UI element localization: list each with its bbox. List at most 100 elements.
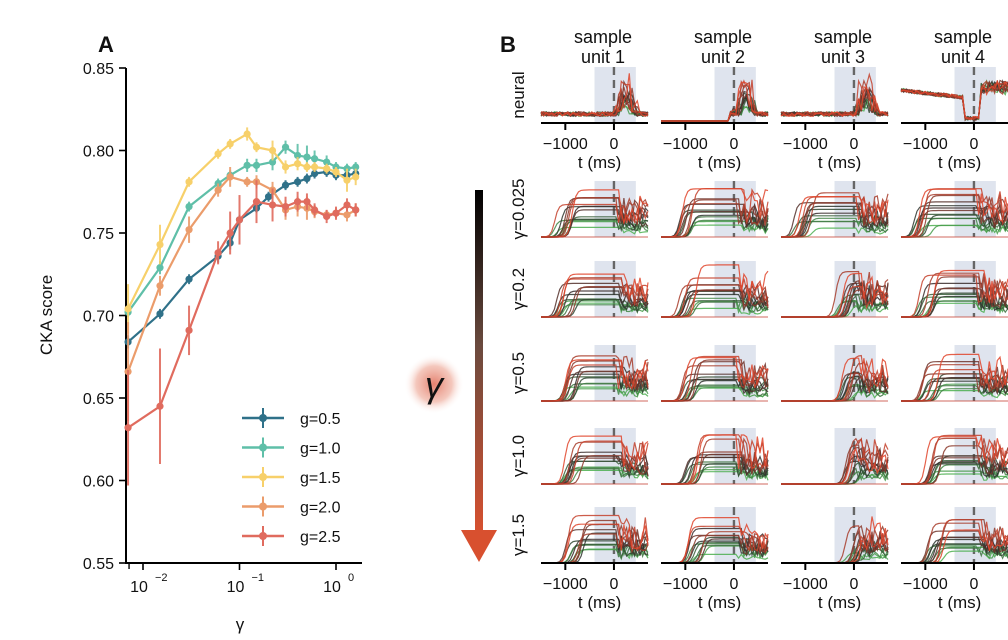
trace-cell bbox=[901, 428, 1008, 485]
data-point bbox=[323, 165, 331, 173]
x-axis-label: γ bbox=[236, 615, 245, 634]
time-tick-label: 0 bbox=[850, 136, 859, 153]
panel-a: A CKA score γ 0.550.600.650.700.750.800.… bbox=[37, 32, 362, 634]
response-window-shade bbox=[594, 261, 636, 317]
trace-grid bbox=[540, 67, 1008, 564]
data-point bbox=[310, 163, 319, 171]
time-axis-label: t (ms) bbox=[938, 153, 981, 172]
series-g-1-5 bbox=[124, 127, 360, 334]
firing-rate-trace bbox=[780, 86, 889, 118]
legend-item: g=2.0 bbox=[242, 496, 341, 517]
data-point bbox=[214, 186, 222, 194]
firing-rate-trace bbox=[661, 81, 769, 122]
x-tick-label: 10 bbox=[227, 579, 245, 596]
trace-cell bbox=[661, 67, 769, 123]
firing-rate-trace bbox=[541, 359, 649, 402]
time-axis-label: t (ms) bbox=[578, 153, 621, 172]
column-title: unit 2 bbox=[701, 47, 745, 67]
firing-rate-trace bbox=[901, 373, 1008, 402]
data-point bbox=[352, 163, 360, 171]
time-tick-label: −1000 bbox=[663, 136, 708, 153]
gamma-arrow bbox=[461, 190, 497, 562]
trace-cell bbox=[541, 507, 649, 564]
row-label: γ=0.025 bbox=[509, 179, 528, 240]
legend-swatch-marker bbox=[259, 473, 267, 481]
trace-cell bbox=[661, 428, 769, 485]
trace-cell bbox=[661, 507, 769, 564]
trace-cell bbox=[541, 428, 649, 485]
time-axis-label: t (ms) bbox=[938, 593, 981, 612]
firing-rate-trace bbox=[901, 364, 1008, 402]
data-point bbox=[310, 206, 319, 214]
firing-rate-trace bbox=[901, 207, 1008, 238]
time-axis: −1000 0t (ms) bbox=[781, 562, 888, 612]
time-tick-label: 0 bbox=[970, 576, 979, 593]
gamma-arrow-head bbox=[461, 530, 497, 562]
legend-label: g=0.5 bbox=[300, 411, 341, 428]
firing-rate-trace bbox=[540, 219, 649, 238]
data-point bbox=[185, 326, 193, 334]
firing-rate-trace bbox=[541, 282, 649, 318]
y-tick-label: 0.80 bbox=[83, 144, 114, 161]
data-point bbox=[156, 310, 164, 318]
firing-rate-trace bbox=[781, 196, 889, 238]
data-point bbox=[252, 161, 261, 169]
series-g-1-0 bbox=[124, 140, 360, 318]
data-point bbox=[156, 264, 164, 272]
data-point bbox=[156, 240, 164, 249]
series-line bbox=[127, 132, 357, 310]
series-g-2-5 bbox=[124, 180, 360, 486]
time-tick-label: 0 bbox=[970, 136, 979, 153]
time-axes: −1000 0t (ms)−1000 0t (ms)−1000 0t (ms)−100… bbox=[541, 122, 1008, 612]
panel-label-a: A bbox=[98, 32, 114, 57]
trace-cell bbox=[901, 261, 1008, 318]
column-title: sample bbox=[574, 27, 632, 47]
legend-swatch-marker bbox=[259, 502, 267, 511]
data-point bbox=[281, 143, 290, 151]
time-tick-label: −1000 bbox=[783, 136, 828, 153]
trace-cell bbox=[781, 507, 889, 564]
data-point bbox=[235, 216, 244, 224]
trace-cell bbox=[661, 345, 769, 402]
firing-rate-trace bbox=[781, 215, 889, 238]
legend-label: g=2.0 bbox=[300, 500, 341, 517]
data-point bbox=[156, 282, 164, 290]
trace-cell bbox=[661, 181, 769, 238]
trace-cell bbox=[540, 181, 649, 238]
data-point bbox=[214, 150, 222, 158]
data-point bbox=[124, 305, 132, 313]
data-point bbox=[281, 163, 290, 171]
data-point bbox=[303, 163, 311, 171]
data-point bbox=[303, 198, 311, 206]
time-axis: −1000 0t (ms) bbox=[541, 122, 648, 172]
y-axis-label: CKA score bbox=[37, 275, 56, 355]
data-point bbox=[352, 173, 360, 181]
firing-rate-trace bbox=[900, 82, 1008, 122]
legend-swatch-marker bbox=[259, 443, 267, 452]
firing-rate-trace bbox=[541, 273, 649, 318]
time-axis-label: t (ms) bbox=[578, 593, 621, 612]
legend-swatch-marker bbox=[259, 414, 267, 422]
data-point bbox=[185, 226, 193, 234]
time-axis: −1000 0t (ms) bbox=[781, 122, 888, 172]
time-tick-label: 0 bbox=[730, 136, 739, 153]
legend-item: g=2.5 bbox=[242, 526, 341, 546]
data-point bbox=[214, 249, 222, 257]
trace-cell bbox=[781, 261, 889, 318]
firing-rate-trace bbox=[900, 79, 1008, 121]
firing-rate-trace bbox=[541, 435, 649, 485]
y-ticks: 0.55 0.60 0.65 0.70 0.75 0.80 0.85 bbox=[83, 61, 126, 573]
time-axis-label: t (ms) bbox=[698, 153, 741, 172]
trace-cell bbox=[900, 181, 1008, 238]
firing-rate-trace bbox=[661, 188, 769, 238]
legend: g=0.5 g=1.0 g=1.5 g=2.0 g=2.5 bbox=[242, 408, 341, 546]
x-ticks: 10 −2 10 −1 10 0 bbox=[128, 563, 354, 596]
data-point bbox=[226, 173, 234, 181]
time-axis: −1000 0t (ms) bbox=[661, 562, 768, 612]
firing-rate-trace bbox=[661, 373, 769, 402]
y-tick-label: 0.55 bbox=[83, 556, 114, 573]
trace-cell bbox=[781, 428, 889, 485]
column-title: sample bbox=[814, 27, 872, 47]
data-point bbox=[156, 402, 164, 410]
